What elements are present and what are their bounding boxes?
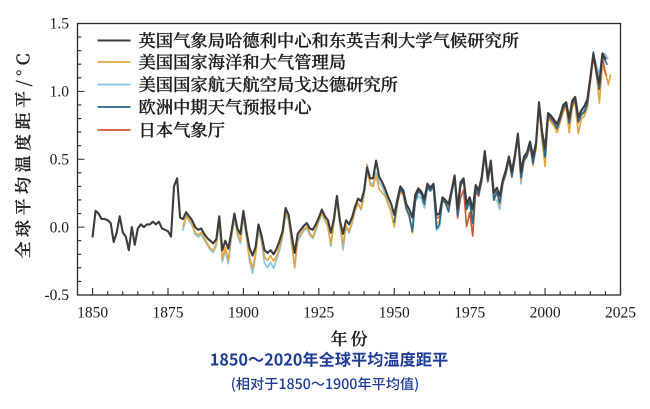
- svg-text:1.0: 1.0: [50, 84, 70, 101]
- svg-text:1.5: 1.5: [50, 16, 70, 33]
- svg-text:1950: 1950: [379, 305, 410, 322]
- svg-text:1850: 1850: [77, 305, 108, 322]
- svg-text:1925: 1925: [303, 305, 334, 322]
- svg-text:1975: 1975: [454, 305, 485, 322]
- svg-text:1875: 1875: [153, 305, 184, 322]
- svg-text:2025: 2025: [605, 305, 636, 322]
- svg-text:2000: 2000: [530, 305, 561, 322]
- svg-text:0.5: 0.5: [50, 151, 70, 168]
- svg-text:-0.5: -0.5: [44, 287, 69, 304]
- svg-text:0.0: 0.0: [50, 219, 70, 236]
- svg-text:1900: 1900: [228, 305, 259, 322]
